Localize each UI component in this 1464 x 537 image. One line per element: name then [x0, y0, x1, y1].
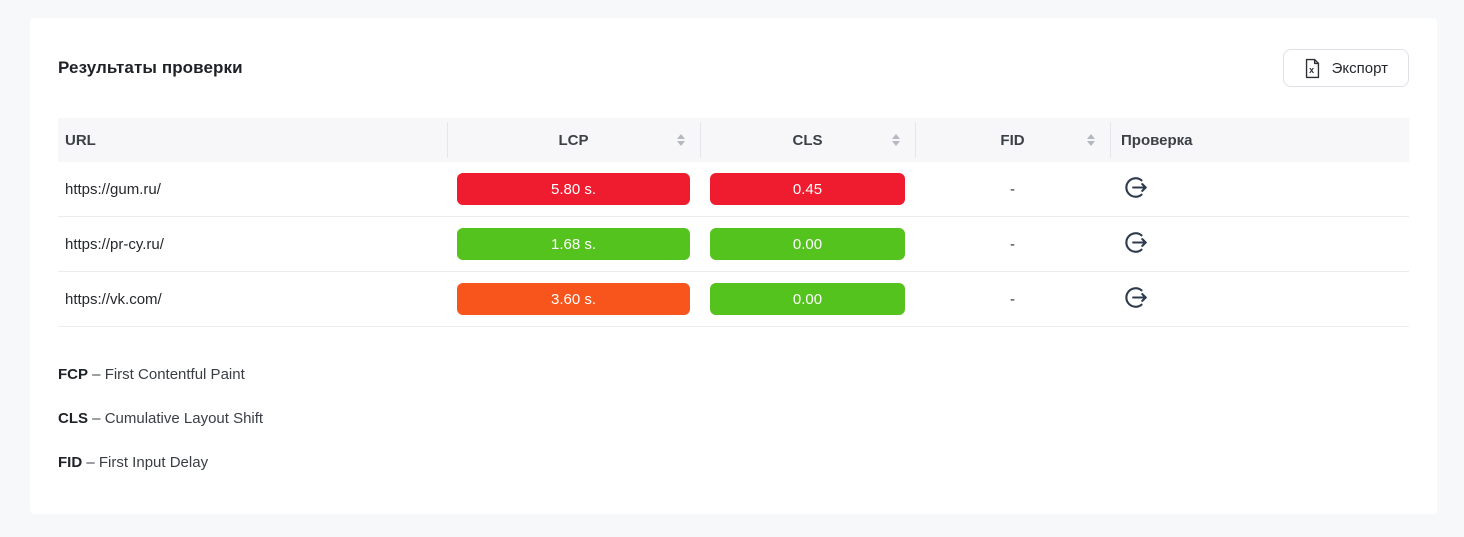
- lcp-badge: 5.80 s.: [457, 173, 690, 205]
- results-table: URL LCP CLS FID: [58, 118, 1409, 327]
- check-cell: [1110, 227, 1409, 261]
- check-cell: [1110, 282, 1409, 316]
- url-text: https://pr-cy.ru/: [65, 235, 164, 253]
- export-button[interactable]: x Экспорт: [1282, 49, 1409, 87]
- page-title: Результаты проверки: [58, 58, 243, 77]
- column-label: FID: [1000, 131, 1025, 149]
- legend-description: Cumulative Layout Shift: [104, 410, 264, 427]
- cls-badge: 0.45: [710, 173, 905, 205]
- check-cell: [1110, 172, 1409, 206]
- legend-term: FID: [58, 454, 83, 471]
- column-divider: [447, 122, 448, 158]
- fid-value: -: [1010, 180, 1015, 198]
- recheck-button[interactable]: [1121, 282, 1152, 316]
- table-row: https://vk.com/ 3.60 s. 0.00 -: [58, 272, 1409, 327]
- lcp-cell: 1.68 s.: [447, 228, 700, 260]
- cls-cell: 0.45: [700, 173, 915, 205]
- recheck-icon: [1123, 284, 1150, 314]
- lcp-badge: 1.68 s.: [457, 228, 690, 260]
- column-divider: [700, 122, 701, 158]
- legend-item-fcp: FCP – First Contentful Paint: [58, 366, 1409, 383]
- recheck-button[interactable]: [1121, 172, 1152, 206]
- xls-file-icon: x: [1304, 58, 1321, 79]
- legend-item-fid: FID – First Input Delay: [58, 454, 1409, 471]
- column-label: URL: [65, 131, 96, 149]
- fid-cell: -: [915, 291, 1110, 308]
- fid-value: -: [1010, 290, 1015, 308]
- legend-separator: –: [92, 366, 101, 383]
- url-cell: https://pr-cy.ru/: [58, 236, 447, 253]
- legend-term: FCP: [58, 366, 88, 383]
- url-cell: https://gum.ru/: [58, 181, 447, 198]
- url-text: https://gum.ru/: [65, 180, 161, 198]
- legend-description: First Input Delay: [98, 454, 209, 471]
- panel-header: Результаты проверки x Экспорт: [58, 18, 1409, 87]
- sort-icon[interactable]: [1084, 131, 1098, 149]
- results-panel: Результаты проверки x Экспорт URL: [30, 18, 1437, 514]
- cls-badge: 0.00: [710, 283, 905, 315]
- column-label: CLS: [792, 131, 823, 149]
- svg-text:x: x: [1309, 64, 1314, 74]
- legend-separator: –: [92, 410, 101, 427]
- legend-term: CLS: [58, 410, 88, 427]
- column-header-fid: FID: [915, 118, 1110, 162]
- fid-value: -: [1010, 235, 1015, 253]
- lcp-badge: 3.60 s.: [457, 283, 690, 315]
- recheck-icon: [1123, 229, 1150, 259]
- fid-cell: -: [915, 236, 1110, 253]
- column-divider: [1110, 122, 1111, 158]
- fid-cell: -: [915, 181, 1110, 198]
- recheck-button[interactable]: [1121, 227, 1152, 261]
- column-header-url: URL: [58, 118, 447, 162]
- metrics-legend: FCP – First Contentful Paint CLS – Cumul…: [58, 366, 1409, 471]
- cls-cell: 0.00: [700, 228, 915, 260]
- legend-item-cls: CLS – Cumulative Layout Shift: [58, 410, 1409, 427]
- legend-separator: –: [86, 454, 95, 471]
- column-header-cls: CLS: [700, 118, 915, 162]
- cls-badge: 0.00: [710, 228, 905, 260]
- column-label: Проверка: [1121, 131, 1193, 149]
- column-header-check: Проверка: [1110, 118, 1409, 162]
- cls-cell: 0.00: [700, 283, 915, 315]
- column-divider: [915, 122, 916, 158]
- sort-icon[interactable]: [674, 131, 688, 149]
- table-row: https://pr-cy.ru/ 1.68 s. 0.00 -: [58, 217, 1409, 272]
- table-header-row: URL LCP CLS FID: [58, 118, 1409, 162]
- table-row: https://gum.ru/ 5.80 s. 0.45 -: [58, 162, 1409, 217]
- sort-icon[interactable]: [889, 131, 903, 149]
- recheck-icon: [1123, 174, 1150, 204]
- export-button-label: Экспорт: [1331, 59, 1388, 77]
- url-text: https://vk.com/: [65, 290, 162, 308]
- lcp-cell: 5.80 s.: [447, 173, 700, 205]
- url-cell: https://vk.com/: [58, 291, 447, 308]
- column-label: LCP: [558, 131, 589, 149]
- column-header-lcp: LCP: [447, 118, 700, 162]
- legend-description: First Contentful Paint: [104, 366, 245, 383]
- lcp-cell: 3.60 s.: [447, 283, 700, 315]
